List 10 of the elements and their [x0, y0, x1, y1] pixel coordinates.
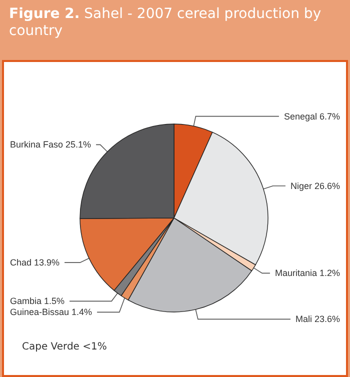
slice-label: Mauritania 1.2% [274, 268, 340, 278]
slice-label: Chad 13.9% [10, 258, 60, 268]
slice-label: Burkina Faso 25.1% [10, 140, 92, 150]
text: Cape Verde <1% [22, 342, 107, 352]
slice-label: Senegal 6.7% [284, 111, 340, 122]
slice-label: Mali 23.6% [295, 314, 340, 324]
chart-title: Figure 2. Sahel - 2007 cereal production by country [9, 6, 322, 39]
slice-label: Gambia 1.5% [10, 296, 65, 306]
slice-label: Guinea-Bissau 1.4% [10, 307, 92, 318]
slice-label: Niger 26.6% [290, 180, 340, 191]
